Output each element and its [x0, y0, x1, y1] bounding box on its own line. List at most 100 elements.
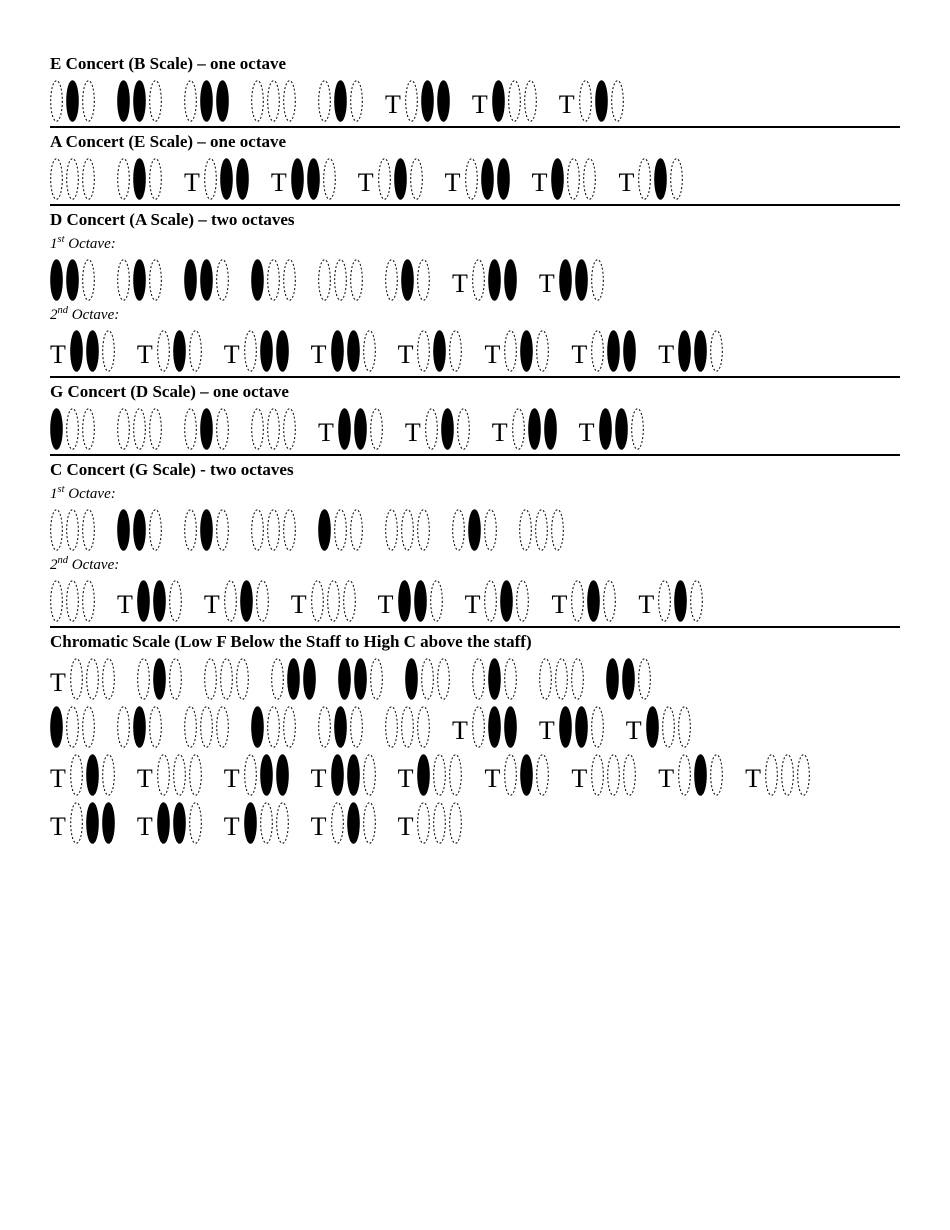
- fingering: [385, 259, 430, 301]
- valve-pressed: [441, 408, 454, 450]
- valve-pressed: [236, 158, 249, 200]
- valve-open: [204, 658, 217, 700]
- valve-group: [244, 754, 289, 796]
- valve-open: [267, 706, 280, 748]
- fingering: T: [50, 330, 115, 372]
- valve-group: [184, 259, 229, 301]
- valve-group: [512, 408, 557, 450]
- valve-open: [283, 706, 296, 748]
- thumb-trigger-label: T: [745, 766, 761, 792]
- valve-pressed: [398, 580, 411, 622]
- valve-open: [551, 509, 564, 551]
- valve-pressed: [338, 658, 351, 700]
- valve-open: [236, 658, 249, 700]
- valve-open: [623, 754, 636, 796]
- valve-open: [536, 754, 549, 796]
- valve-group: [318, 259, 363, 301]
- valve-open: [417, 802, 430, 844]
- octave-1-label: 1st Octave:: [50, 484, 900, 503]
- valve-open: [678, 754, 691, 796]
- valve-open: [50, 509, 63, 551]
- thumb-trigger-label: T: [50, 670, 66, 696]
- fingering: T: [117, 580, 182, 622]
- valve-open: [524, 80, 537, 122]
- valve-group: [244, 802, 289, 844]
- fingering: T: [137, 754, 202, 796]
- valve-pressed: [117, 509, 130, 551]
- valve-pressed: [287, 658, 300, 700]
- thumb-trigger-label: T: [452, 271, 468, 297]
- fingering: T: [398, 330, 463, 372]
- section-title: C Concert (G Scale) - two octaves: [50, 460, 900, 480]
- fingering: [251, 509, 296, 551]
- valve-group: [50, 158, 95, 200]
- valve-pressed: [646, 706, 659, 748]
- valve-open: [323, 158, 336, 200]
- thumb-trigger-label: T: [358, 170, 374, 196]
- valve-pressed: [244, 802, 257, 844]
- valve-open: [117, 158, 130, 200]
- fingering: [385, 509, 430, 551]
- valve-pressed: [307, 158, 320, 200]
- fingering-row: T T T T: [50, 408, 900, 450]
- thumb-trigger-label: T: [532, 170, 548, 196]
- valve-open: [535, 509, 548, 551]
- valve-open: [102, 658, 115, 700]
- fingering: T: [311, 754, 376, 796]
- valve-open: [583, 158, 596, 200]
- valve-open: [433, 802, 446, 844]
- valve-open: [318, 259, 331, 301]
- valve-pressed: [622, 658, 635, 700]
- valve-group: [472, 658, 517, 700]
- valve-open: [519, 509, 532, 551]
- valve-open: [401, 509, 414, 551]
- fingering: T: [539, 259, 604, 301]
- fingering: [50, 408, 95, 450]
- valve-open: [149, 259, 162, 301]
- thumb-trigger-label: T: [658, 342, 674, 368]
- valve-open: [244, 330, 257, 372]
- valve-pressed: [117, 80, 130, 122]
- valve-pressed: [66, 259, 79, 301]
- thumb-trigger-label: T: [618, 170, 634, 196]
- valve-group: [318, 80, 363, 122]
- thumb-trigger-label: T: [50, 342, 66, 368]
- valve-group: [251, 408, 296, 450]
- valve-open: [449, 754, 462, 796]
- fingering: T: [472, 80, 537, 122]
- fingering: T: [452, 706, 517, 748]
- fingering: [606, 658, 651, 700]
- valve-group: [318, 509, 363, 551]
- valve-open: [82, 80, 95, 122]
- section-divider: [50, 454, 900, 456]
- valve-pressed: [50, 259, 63, 301]
- valve-open: [267, 259, 280, 301]
- valve-group: [378, 158, 423, 200]
- valve-group: [70, 754, 115, 796]
- valve-open: [425, 408, 438, 450]
- valve-open: [318, 80, 331, 122]
- valve-open: [283, 509, 296, 551]
- valve-open: [70, 802, 83, 844]
- thumb-trigger-label: T: [224, 342, 240, 368]
- valve-open: [350, 706, 363, 748]
- valve-open: [331, 802, 344, 844]
- fingering: T: [50, 658, 115, 700]
- valve-open: [370, 658, 383, 700]
- valve-open: [433, 754, 446, 796]
- valve-group: [658, 580, 703, 622]
- valve-pressed: [437, 80, 450, 122]
- fingering: [184, 706, 229, 748]
- fingering: T: [271, 158, 336, 200]
- valve-pressed: [334, 706, 347, 748]
- valve-open: [465, 158, 478, 200]
- valve-pressed: [520, 330, 533, 372]
- valve-open: [200, 706, 213, 748]
- thumb-trigger-label: T: [50, 814, 66, 840]
- fingering: [117, 259, 162, 301]
- valve-group: [425, 408, 470, 450]
- valve-open: [169, 580, 182, 622]
- thumb-trigger-label: T: [398, 814, 414, 840]
- valve-open: [607, 754, 620, 796]
- fingering: T: [492, 408, 557, 450]
